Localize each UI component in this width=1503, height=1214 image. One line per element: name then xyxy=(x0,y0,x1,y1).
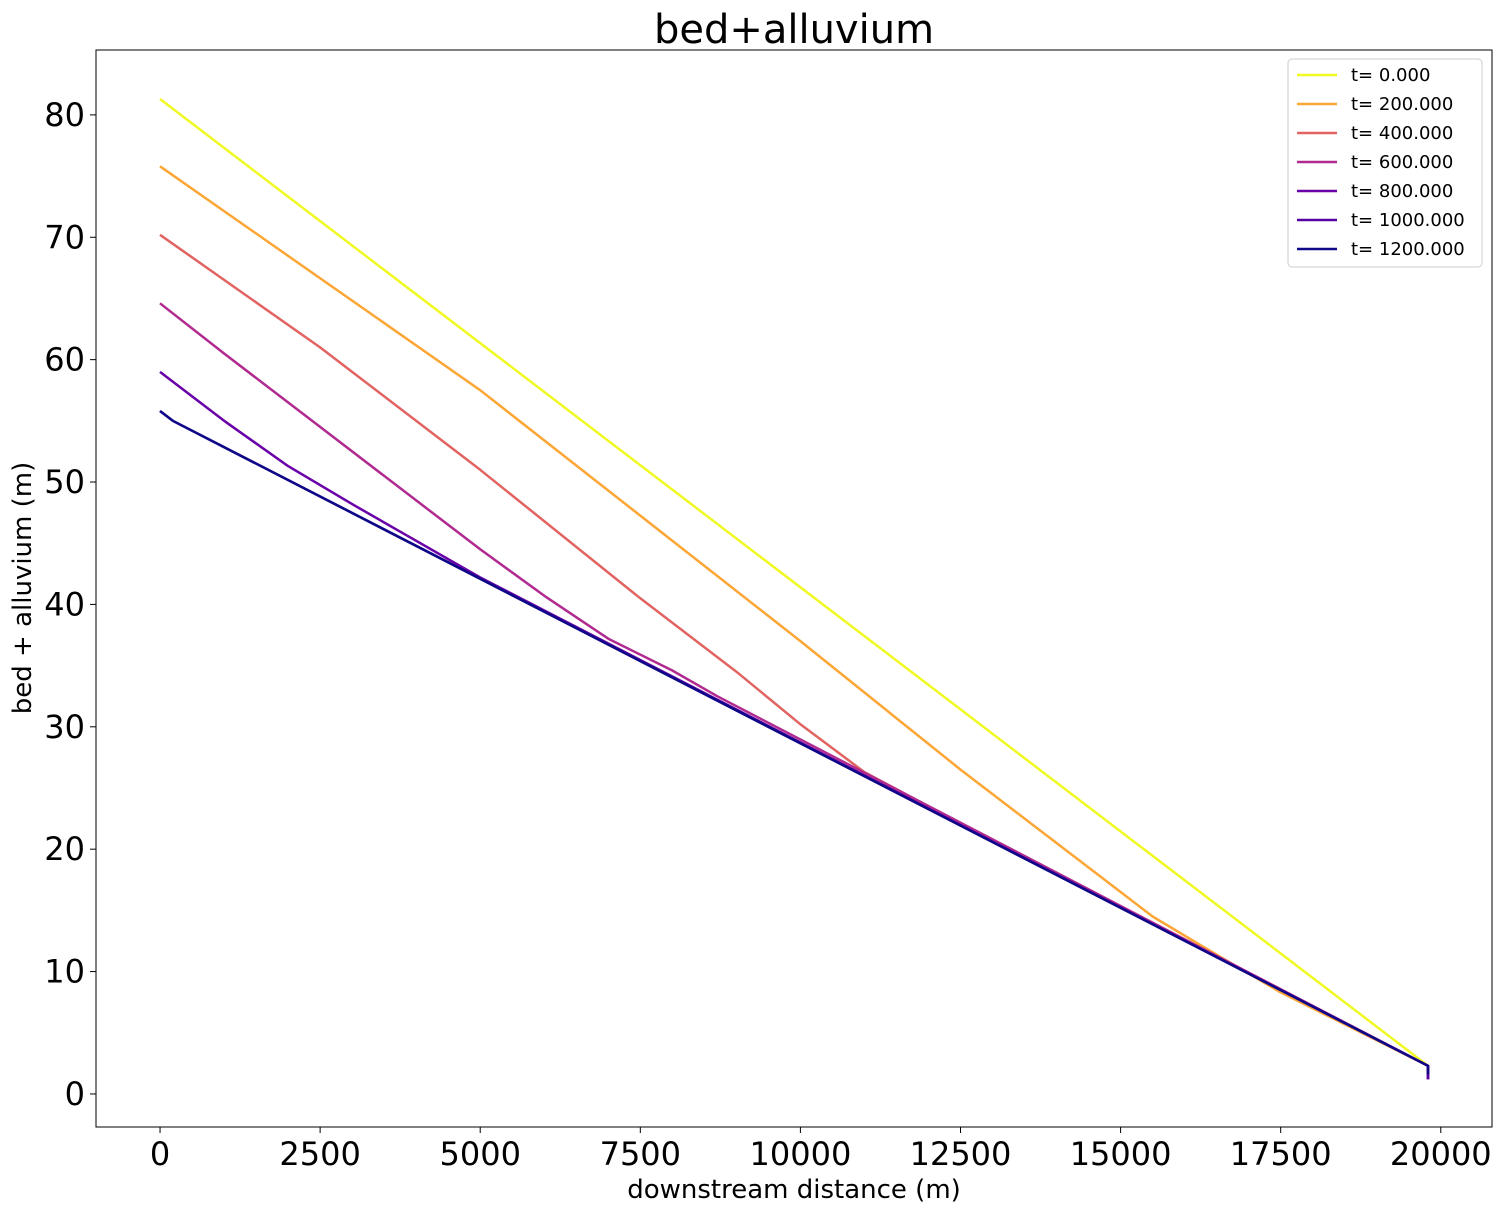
x-tick-label: 17500 xyxy=(1230,1135,1332,1173)
y-tick-label: 10 xyxy=(44,953,85,991)
legend-entry-1: t= 200.000 xyxy=(1351,94,1453,115)
x-tick-label: 10000 xyxy=(750,1135,852,1173)
plot-frame xyxy=(95,49,1493,1128)
x-tick-label: 2500 xyxy=(279,1135,360,1173)
series-line-2 xyxy=(159,233,1430,1080)
y-tick-label: 20 xyxy=(44,830,85,868)
series-line-4 xyxy=(159,370,1430,1080)
series-line-6 xyxy=(159,410,1430,1075)
y-tick-label: 40 xyxy=(44,585,85,623)
y-tick-label: 0 xyxy=(65,1075,85,1113)
y-axis-label: bed + alluvium (m) xyxy=(8,462,38,714)
legend-entry-0: t= 0.000 xyxy=(1351,65,1430,86)
y-tick-label: 50 xyxy=(44,463,85,501)
x-tick-label: 7500 xyxy=(600,1135,681,1173)
x-axis: 0 2500 5000 7500 10000 12500 15000 17500 20000 xyxy=(150,1127,1492,1173)
chart-title: bed+alluvium xyxy=(654,7,934,53)
legend-entry-6: t= 1200.000 xyxy=(1351,239,1465,260)
legend: t= 0.000 t= 200.000 t= 400.000 t= 600.000 t=… xyxy=(1287,58,1483,268)
x-tick-label: 20000 xyxy=(1390,1135,1492,1173)
series-line-1 xyxy=(159,165,1430,1080)
x-tick-label: 12500 xyxy=(910,1135,1012,1173)
series-line-3 xyxy=(159,302,1430,1080)
y-tick-label: 70 xyxy=(44,218,85,256)
x-tick-label: 5000 xyxy=(440,1135,521,1173)
x-tick-label: 0 xyxy=(150,1135,170,1173)
legend-entry-5: t= 1000.000 xyxy=(1351,210,1465,231)
legend-entry-2: t= 400.000 xyxy=(1351,123,1453,144)
legend-entry-4: t= 800.000 xyxy=(1351,181,1453,202)
y-tick-label: 80 xyxy=(44,96,85,134)
series-layer xyxy=(159,98,1430,1080)
legend-entry-3: t= 600.000 xyxy=(1351,152,1453,173)
y-tick-label: 30 xyxy=(44,708,85,746)
y-axis: 0 10 20 30 40 50 60 70 80 xyxy=(44,96,96,1113)
series-line-0 xyxy=(159,98,1430,1080)
x-axis-label: downstream distance (m) xyxy=(627,1175,961,1205)
legend-box xyxy=(1287,58,1483,268)
x-tick-label: 15000 xyxy=(1070,1135,1172,1173)
y-tick-label: 60 xyxy=(44,341,85,379)
